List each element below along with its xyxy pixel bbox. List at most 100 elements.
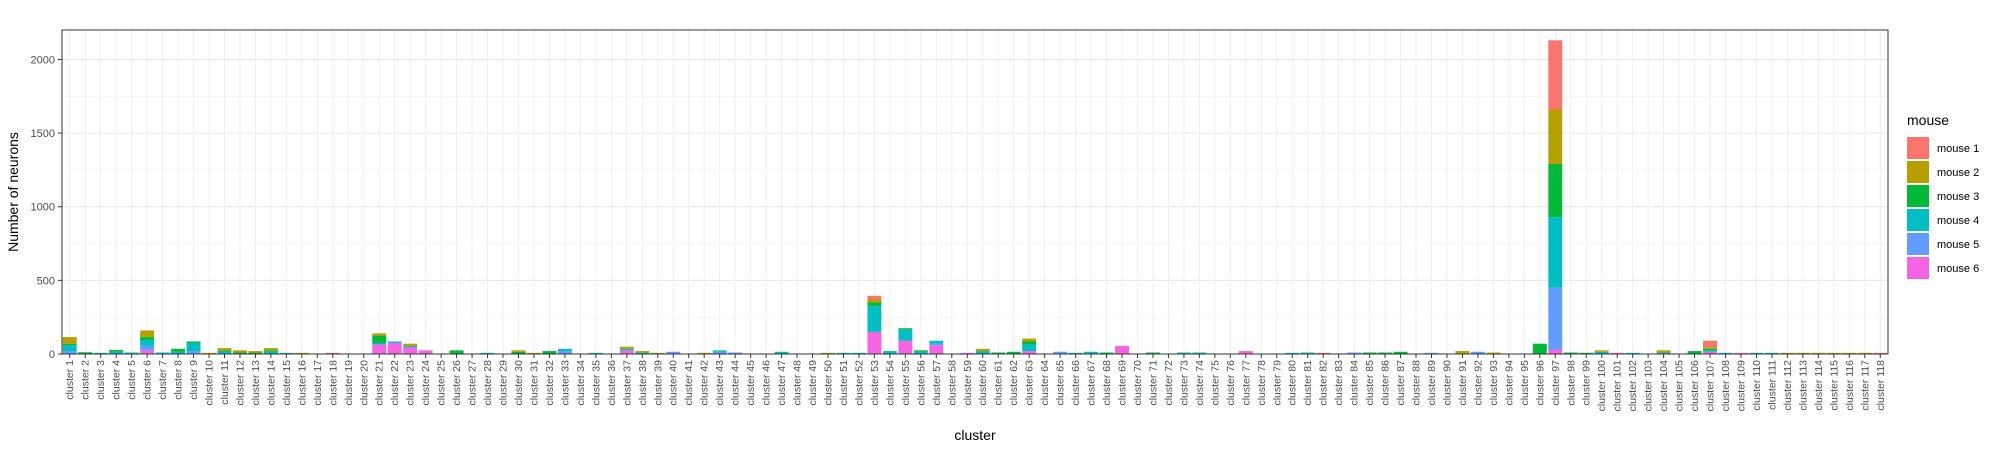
bar-segment-mouse-4-cluster-8: [171, 351, 186, 354]
x-tick-label: cluster 63: [1024, 360, 1036, 406]
x-tick-label: cluster 44: [730, 360, 742, 406]
x-tick-label: cluster 66: [1070, 360, 1082, 406]
x-tick-label: cluster 72: [1163, 360, 1175, 406]
bar-segment-mouse-3-cluster-53: [867, 302, 882, 307]
bar-segment-mouse-4-cluster-23: [403, 345, 418, 348]
bar-segment-mouse-4-cluster-28: [480, 352, 495, 354]
legend-key-mouse-1: [1907, 137, 1929, 159]
x-tick-label: cluster 32: [544, 360, 556, 406]
bar-segment-mouse-4-cluster-38: [635, 352, 650, 354]
bar-segment-mouse-2-cluster-14: [263, 348, 278, 351]
bar-segment-mouse-6-cluster-69: [1115, 345, 1129, 354]
x-tick-label: cluster 40: [668, 360, 680, 406]
bar-segment-mouse-2-cluster-97: [1548, 109, 1563, 165]
x-tick-label: cluster 11: [219, 360, 231, 405]
bar-segment-mouse-5-cluster-6: [140, 345, 155, 351]
bar-segment-mouse-5-cluster-65: [1053, 351, 1068, 354]
bar-segment-mouse-3-cluster-106: [1687, 351, 1702, 354]
x-tick-label: cluster 6: [142, 360, 154, 400]
x-tick-label: cluster 87: [1395, 360, 1407, 406]
bar-segment-mouse-3-cluster-6: [140, 337, 155, 341]
bar-segment-mouse-4-cluster-97: [1548, 217, 1563, 288]
bar-segment-mouse-2-cluster-10: [202, 352, 216, 354]
bar-segment-mouse-2-cluster-21: [372, 333, 387, 336]
bar-segment-mouse-4-cluster-110: [1749, 352, 1764, 354]
legend-key-mouse-4: [1907, 209, 1929, 231]
bar-segment-mouse-3-cluster-26: [449, 350, 464, 354]
bar-segment-mouse-1-cluster-53: [867, 295, 882, 300]
x-tick-label: cluster 51: [838, 360, 850, 406]
x-tick-label: cluster 49: [807, 360, 819, 406]
bar-segment-mouse-4-cluster-53: [867, 306, 882, 332]
legend-key-mouse-5: [1907, 233, 1929, 255]
bar-segment-mouse-2-cluster-23: [403, 343, 418, 346]
x-tick-label: cluster 54: [884, 360, 896, 406]
x-tick-label: cluster 89: [1426, 360, 1438, 406]
x-tick-label: cluster 84: [1349, 360, 1361, 406]
bar-segment-mouse-4-cluster-67: [1084, 351, 1099, 354]
x-tick-label: cluster 5: [126, 360, 138, 400]
x-tick-label: cluster 67: [1086, 360, 1098, 406]
bar-segment-mouse-5-cluster-97: [1548, 287, 1563, 350]
bar-segment-mouse-2-cluster-38: [635, 351, 650, 353]
bar-segment-mouse-6-cluster-53: [867, 331, 882, 354]
bar-segment-mouse-2-cluster-115: [1826, 352, 1841, 354]
x-tick-label: cluster 82: [1318, 360, 1330, 406]
y-tick-label: 0: [49, 349, 55, 361]
bar-segment-mouse-4-cluster-100: [1594, 351, 1609, 354]
x-tick-label: cluster 103: [1643, 360, 1655, 412]
x-tick-label: cluster 113: [1797, 360, 1809, 411]
x-tick-label: cluster 9: [188, 360, 200, 400]
bar-segment-mouse-4-cluster-15: [279, 352, 294, 354]
bar-segment-mouse-2-cluster-53: [867, 299, 882, 303]
x-tick-label: cluster 105: [1674, 360, 1686, 412]
x-tick-label: cluster 80: [1287, 360, 1299, 406]
bar-segment-mouse-5-cluster-43: [712, 351, 727, 354]
x-tick-label: cluster 19: [343, 360, 355, 406]
x-tick-label: cluster 91: [1457, 360, 1469, 406]
bar-segment-mouse-4-cluster-4: [109, 351, 124, 354]
bar-segment-mouse-4-cluster-1: [62, 345, 77, 352]
y-tick-label: 500: [37, 275, 55, 287]
x-tick-label: cluster 76: [1225, 360, 1237, 406]
x-tick-label: cluster 70: [1132, 360, 1144, 406]
bar-segment-mouse-4-cluster-108: [1718, 352, 1733, 354]
bar-segment-mouse-4-cluster-107: [1703, 350, 1718, 352]
x-tick-label: cluster 21: [374, 360, 386, 406]
bar-segment-mouse-2-cluster-12: [232, 350, 247, 353]
panel-border: [61, 29, 1889, 355]
x-tick-label: cluster 60: [977, 360, 989, 406]
bars: [62, 40, 1888, 354]
x-tick-label: cluster 18: [327, 360, 339, 406]
x-tick-label: cluster 90: [1441, 360, 1453, 406]
bar-segment-mouse-5-cluster-9: [186, 351, 201, 354]
bar-segment-mouse-3-cluster-55: [898, 328, 913, 330]
bar-segment-mouse-6-cluster-107: [1703, 351, 1718, 354]
bar-segment-mouse-4-cluster-3: [93, 352, 108, 354]
bar-segment-mouse-3-cluster-13: [248, 352, 263, 354]
bar-segment-mouse-4-cluster-47: [774, 351, 789, 354]
bar-segment-mouse-2-cluster-50: [821, 352, 835, 354]
x-tick-label: cluster 62: [1008, 360, 1020, 406]
x-tick-label: cluster 68: [1101, 360, 1113, 406]
bar-segment-mouse-3-cluster-68: [1099, 352, 1114, 354]
legend-label-mouse-3: mouse 3: [1937, 191, 1979, 203]
x-tick-label: cluster 117: [1859, 360, 1871, 411]
bar-segment-mouse-6-cluster-24: [418, 350, 433, 354]
legend-label-mouse-4: mouse 4: [1937, 215, 1979, 227]
x-tick-label: cluster 65: [1055, 360, 1067, 406]
bar-segment-mouse-1-cluster-118: [1873, 352, 1888, 354]
x-tick-label: cluster 37: [621, 360, 633, 406]
bar-segment-mouse-2-cluster-30: [511, 350, 526, 352]
bar-segment-mouse-2-cluster-39: [650, 352, 665, 354]
bar-segment-mouse-2-cluster-6: [140, 330, 155, 338]
x-tick-label: cluster 52: [853, 360, 865, 406]
y-tick-label: 1000: [31, 202, 55, 214]
bar-segment-mouse-5-cluster-40: [666, 351, 681, 354]
x-tick-label: cluster 98: [1565, 360, 1577, 406]
x-tick-label: cluster 118: [1875, 360, 1887, 411]
bar-segment-mouse-2-cluster-42: [697, 352, 712, 354]
bar-segment-mouse-4-cluster-22: [387, 341, 402, 343]
bar-segment-mouse-2-cluster-107: [1703, 347, 1718, 349]
